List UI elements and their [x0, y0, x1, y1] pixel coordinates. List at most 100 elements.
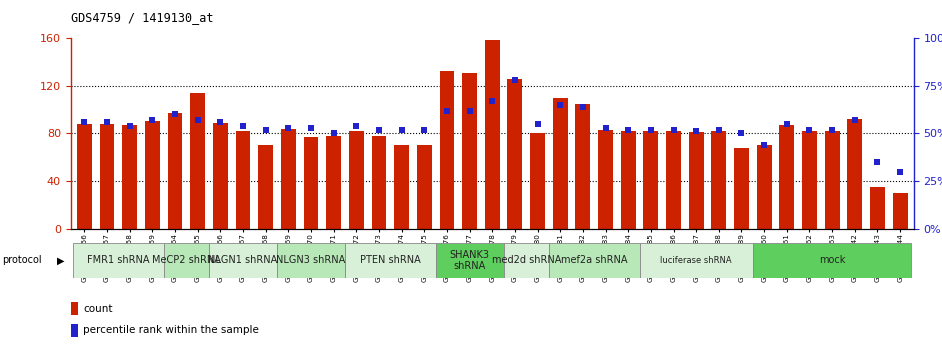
Point [779, 121, 794, 127]
Text: count: count [83, 303, 113, 314]
Point [802, 127, 817, 132]
Point [394, 127, 409, 132]
Bar [508, 79, 522, 229]
Bar [164, 243, 209, 278]
Text: ▶: ▶ [57, 256, 64, 265]
Point [371, 127, 386, 132]
Bar [756, 145, 771, 229]
Bar [303, 137, 318, 229]
Point [303, 125, 318, 131]
Point [666, 127, 681, 132]
Point [168, 111, 183, 117]
Bar [435, 243, 504, 278]
Text: FMR1 shRNA: FMR1 shRNA [87, 256, 150, 265]
Bar [417, 145, 431, 229]
Bar [440, 72, 454, 229]
Bar [236, 131, 251, 229]
Bar [371, 136, 386, 229]
Point [484, 98, 499, 104]
Point [145, 117, 160, 123]
Bar [281, 129, 296, 229]
Bar [870, 187, 885, 229]
Text: percentile rank within the sample: percentile rank within the sample [83, 325, 259, 335]
Point [756, 142, 771, 148]
Bar [73, 243, 164, 278]
Point [824, 127, 839, 132]
Bar [190, 93, 205, 229]
Bar [598, 130, 613, 229]
Bar [753, 243, 912, 278]
Bar [213, 123, 228, 229]
Bar [463, 73, 477, 229]
Point [576, 104, 591, 110]
Point [326, 130, 341, 136]
Bar [394, 145, 409, 229]
Point [236, 123, 251, 129]
Text: PTEN shRNA: PTEN shRNA [360, 256, 420, 265]
Text: med2d shRNA: med2d shRNA [492, 256, 560, 265]
Point [349, 123, 364, 129]
Text: protocol: protocol [2, 256, 41, 265]
Point [553, 102, 568, 108]
Bar [349, 131, 364, 229]
Bar [530, 133, 544, 229]
Bar [711, 131, 726, 229]
Bar [168, 113, 182, 229]
Point [462, 107, 477, 113]
Text: mef2a shRNA: mef2a shRNA [560, 256, 627, 265]
Text: MeCP2 shRNA: MeCP2 shRNA [152, 256, 220, 265]
Bar [576, 103, 591, 229]
Bar [345, 243, 435, 278]
Bar [122, 125, 137, 229]
Bar [326, 136, 341, 229]
Point [213, 119, 228, 125]
Bar [825, 131, 839, 229]
Point [734, 130, 749, 136]
Bar [689, 132, 704, 229]
Point [598, 125, 613, 131]
Bar [100, 124, 114, 229]
Bar [893, 193, 907, 229]
Bar [848, 119, 862, 229]
Point [258, 127, 273, 132]
Point [99, 119, 114, 125]
Bar [553, 98, 567, 229]
Bar [258, 145, 273, 229]
Bar [621, 131, 636, 229]
Point [893, 168, 908, 175]
Bar [71, 302, 78, 315]
Bar [666, 131, 681, 229]
Bar [77, 124, 91, 229]
Point [281, 125, 296, 131]
Point [689, 129, 704, 134]
Point [870, 159, 885, 165]
Bar [779, 125, 794, 229]
Bar [71, 324, 78, 337]
Point [530, 121, 545, 127]
Text: NLGN3 shRNA: NLGN3 shRNA [276, 256, 346, 265]
Point [76, 119, 91, 125]
Bar [209, 243, 277, 278]
Point [711, 127, 726, 132]
Bar [640, 243, 753, 278]
Point [439, 107, 454, 113]
Text: SHANK3
shRNA: SHANK3 shRNA [449, 250, 490, 271]
Bar [277, 243, 345, 278]
Point [847, 117, 862, 123]
Bar [803, 131, 817, 229]
Point [621, 127, 636, 132]
Text: NLGN1 shRNA: NLGN1 shRNA [208, 256, 278, 265]
Point [122, 123, 138, 129]
Bar [485, 41, 499, 229]
Point [416, 127, 431, 132]
Text: mock: mock [819, 256, 845, 265]
Bar [549, 243, 640, 278]
Text: GDS4759 / 1419130_at: GDS4759 / 1419130_at [71, 11, 213, 24]
Bar [145, 122, 159, 229]
Bar [734, 148, 749, 229]
Text: luciferase shRNA: luciferase shRNA [660, 256, 732, 265]
Point [643, 127, 658, 132]
Bar [643, 131, 658, 229]
Point [190, 117, 205, 123]
Point [508, 77, 523, 83]
